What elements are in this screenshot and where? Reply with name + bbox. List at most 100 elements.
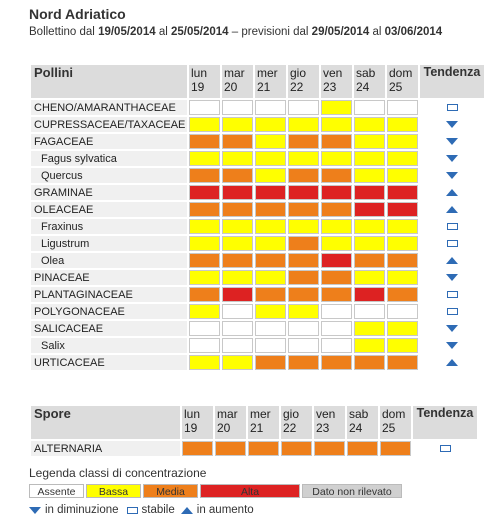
concentration-cell (321, 151, 352, 166)
concentration-cell (255, 355, 286, 370)
day-number: 25 (382, 421, 396, 435)
trend-cell (413, 441, 477, 456)
concentration-cell (321, 338, 352, 353)
day-header: dom 25 (380, 406, 411, 439)
al-text: al (372, 26, 382, 38)
day-name: gio (290, 66, 307, 80)
trend-down-icon (446, 325, 458, 333)
table-row: CUPRESSACEAE/TAXACEAE (31, 117, 484, 132)
day-number: 22 (283, 421, 297, 435)
forecast-to: 03/06/2014 (384, 26, 443, 38)
row-name: Fraxinus (31, 219, 187, 234)
concentration-cell (189, 202, 220, 217)
concentration-cell (255, 219, 286, 234)
day-header: mar 20 (222, 65, 253, 98)
concentration-cell (288, 355, 319, 370)
day-number: 24 (349, 421, 363, 435)
concentration-cell (189, 338, 220, 353)
row-name: POLYGONACEAE (31, 304, 187, 319)
concentration-cell (288, 321, 319, 336)
trend-cell (420, 151, 484, 166)
table-row: CHENO/AMARANTHACEAE (31, 100, 484, 115)
trend-up-icon (446, 189, 458, 197)
concentration-cell (255, 321, 286, 336)
trend-header: Tendenza (413, 406, 477, 439)
concentration-cell (189, 270, 220, 285)
day-number: 21 (250, 421, 264, 435)
trend-stable-icon (439, 445, 451, 453)
day-header: mer 21 (248, 406, 279, 439)
concentration-cell (354, 134, 385, 149)
header-row: Pollini lun 19 mar 20 mer 21 gio 22 ven 23 sab 24 dom… (31, 65, 484, 98)
day-name: sab (356, 66, 376, 80)
row-name: CUPRESSACEAE/TAXACEAE (31, 117, 187, 132)
concentration-cell (321, 287, 352, 302)
day-number: 22 (290, 80, 304, 94)
concentration-cell (354, 202, 385, 217)
concentration-cell (288, 185, 319, 200)
trend-up-icon (446, 257, 458, 265)
concentration-cell (288, 151, 319, 166)
row-name: PINACEAE (31, 270, 187, 285)
header-row: Spore lun 19 mar 20 mer 21 gio 22 ven 23 sab 24 dom 25… (31, 406, 477, 439)
concentration-cell (314, 441, 345, 456)
concentration-cell (255, 117, 286, 132)
al-text: al (158, 26, 168, 38)
day-number: 19 (184, 421, 198, 435)
concentration-cell (387, 168, 418, 183)
concentration-cell (387, 100, 418, 115)
concentration-cell (321, 270, 352, 285)
concentration-cell (354, 270, 385, 285)
row-name: FAGACEAE (31, 134, 187, 149)
trend-cell (420, 168, 484, 183)
table-row: SALICACEAE (31, 321, 484, 336)
section-title: Pollini (31, 65, 187, 98)
concentration-cell (222, 117, 253, 132)
concentration-cell (255, 185, 286, 200)
concentration-cell (255, 253, 286, 268)
concentration-cell (354, 304, 385, 319)
concentration-cell (255, 287, 286, 302)
row-name: Ligustrum (31, 236, 187, 251)
day-name: sab (349, 407, 369, 421)
day-name: dom (382, 407, 406, 421)
day-name: dom (389, 66, 413, 80)
trend-stable-label: stabile (141, 504, 175, 516)
concentration-cell (387, 202, 418, 217)
legend-item: Alta (200, 484, 300, 498)
day-number: 20 (224, 80, 238, 94)
trend-down-icon (446, 121, 458, 129)
trend-stable-icon (446, 223, 458, 231)
concentration-cell (288, 202, 319, 217)
day-header: gio 22 (288, 65, 319, 98)
day-name: mar (224, 66, 245, 80)
day-number: 19 (191, 80, 205, 94)
concentration-cell (387, 321, 418, 336)
trend-cell (420, 355, 484, 370)
date-from: 19/05/2014 (98, 26, 156, 38)
concentration-cell (222, 236, 253, 251)
concentration-cell (222, 287, 253, 302)
trend-cell (420, 321, 484, 336)
concentration-cell (354, 168, 385, 183)
legend-title: Legenda classi di concentrazione (29, 466, 207, 480)
bulletin-prefix: Bollettino dal (29, 26, 95, 38)
concentration-cell (387, 270, 418, 285)
concentration-cell (354, 185, 385, 200)
concentration-cell (321, 100, 352, 115)
concentration-cell (321, 236, 352, 251)
trend-down-icon (446, 155, 458, 163)
row-name: URTICACEAE (31, 355, 187, 370)
concentration-cell (222, 219, 253, 234)
day-header: sab 24 (347, 406, 378, 439)
trend-stable-icon (446, 291, 458, 299)
concentration-cell (387, 253, 418, 268)
concentration-cell (222, 253, 253, 268)
concentration-cell (222, 304, 253, 319)
date-to: 25/05/2014 (170, 26, 229, 38)
concentration-cell (189, 185, 220, 200)
trend-up-icon (446, 206, 458, 214)
trend-up-icon (180, 506, 193, 514)
trend-header: Tendenza (420, 65, 484, 98)
row-name: OLEACEAE (31, 202, 187, 217)
